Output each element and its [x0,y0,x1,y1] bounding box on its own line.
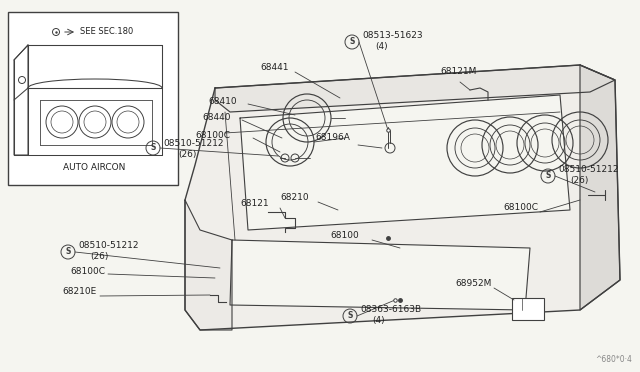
Text: (26): (26) [570,176,588,185]
Text: 68121M: 68121M [440,67,476,77]
Text: 68410: 68410 [208,97,237,106]
Bar [8,12,178,185]
Text: (26): (26) [178,150,196,158]
Text: 08510-51212: 08510-51212 [78,241,138,250]
Text: 68121: 68121 [240,199,269,208]
Text: 08363-6163B: 08363-6163B [360,305,421,314]
Text: 08510-51212: 08510-51212 [163,138,223,148]
Text: S: S [150,144,156,153]
Text: (26): (26) [90,253,108,262]
Text: 68100C: 68100C [195,131,230,140]
Text: 68441: 68441 [260,64,289,73]
Text: 08510-51212: 08510-51212 [558,166,618,174]
Text: S: S [545,171,550,180]
Polygon shape [240,95,570,230]
Text: S: S [65,247,70,257]
Polygon shape [185,200,232,330]
Text: 68210: 68210 [280,192,308,202]
Text: 68196A: 68196A [315,134,350,142]
Text: 68100: 68100 [330,231,359,240]
Polygon shape [230,240,530,310]
Text: S: S [349,38,355,46]
Text: 68210E: 68210E [62,288,96,296]
Polygon shape [14,45,28,155]
Text: (4): (4) [372,315,385,324]
Text: 68100C: 68100C [503,203,538,212]
Text: SEE SEC.180: SEE SEC.180 [80,28,133,36]
Bar [512,298,544,320]
Text: 68100C: 68100C [70,266,105,276]
Text: 68440: 68440 [202,113,230,122]
Text: 08513-51623: 08513-51623 [362,32,422,41]
Polygon shape [28,45,162,88]
Polygon shape [215,65,615,112]
Text: AUTO AIRCON: AUTO AIRCON [63,164,125,173]
Text: ^680*0·4: ^680*0·4 [595,355,632,364]
Text: 68952M: 68952M [455,279,492,288]
Text: (4): (4) [375,42,388,51]
Text: S: S [348,311,353,321]
Polygon shape [185,65,620,330]
Polygon shape [580,65,620,310]
